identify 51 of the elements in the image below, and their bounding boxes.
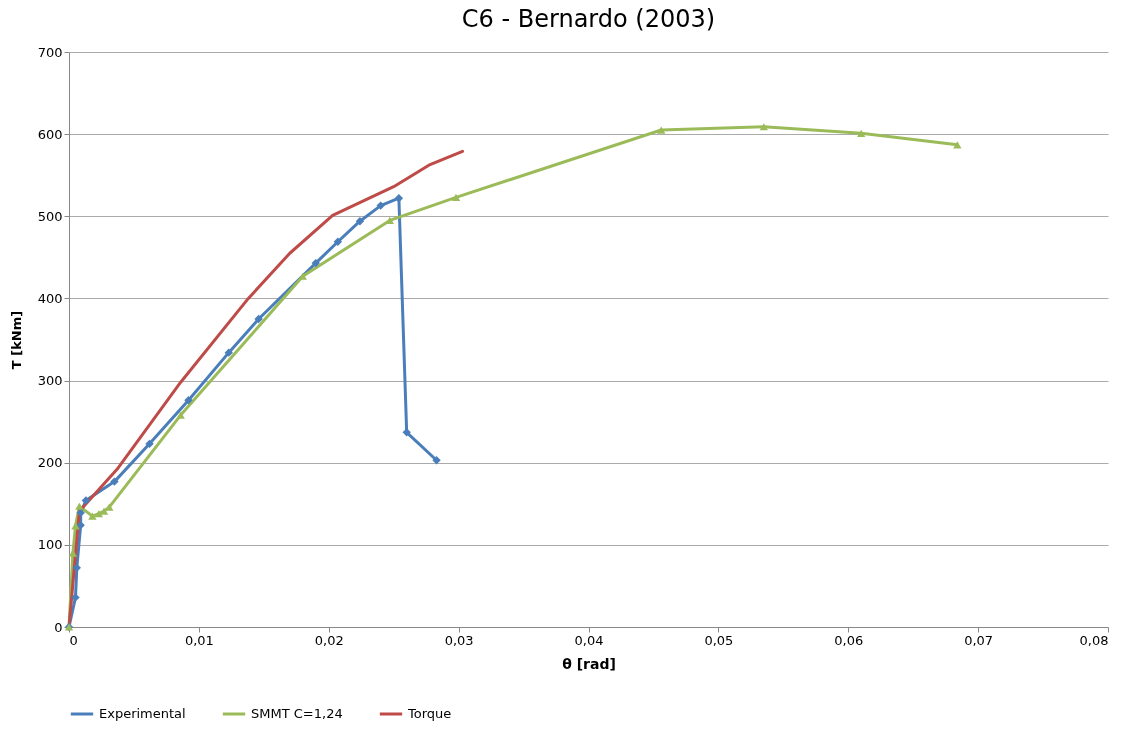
x-tick-label: 0,08 bbox=[1079, 632, 1109, 648]
point bbox=[311, 258, 320, 268]
point bbox=[657, 126, 666, 134]
y-tick-label: 600 bbox=[37, 126, 63, 142]
point bbox=[75, 502, 84, 510]
point bbox=[857, 129, 866, 137]
point bbox=[76, 520, 85, 530]
point bbox=[759, 123, 769, 131]
chart-title: C6 - Bernardo (2003) bbox=[461, 5, 716, 33]
point bbox=[184, 396, 193, 405]
y-tick-label: 200 bbox=[37, 455, 63, 471]
point bbox=[145, 439, 154, 448]
legend-label: SMMT C=1,24 bbox=[251, 706, 343, 721]
point bbox=[355, 217, 365, 226]
x-tick-label: 0 bbox=[69, 632, 78, 648]
point bbox=[451, 193, 461, 202]
x-tick-label: 0,01 bbox=[184, 632, 214, 648]
point bbox=[402, 428, 411, 437]
y-axis-title: T [kNm] bbox=[8, 310, 24, 370]
y-tick-label: 0 bbox=[54, 619, 63, 635]
point bbox=[88, 512, 97, 520]
point bbox=[432, 456, 441, 465]
point bbox=[81, 496, 91, 505]
x-tick-label: 0,02 bbox=[314, 632, 344, 648]
point bbox=[176, 411, 185, 419]
point bbox=[254, 314, 263, 324]
y-tick-label: 300 bbox=[37, 373, 63, 389]
point bbox=[71, 593, 80, 602]
point bbox=[298, 272, 307, 280]
point bbox=[376, 201, 385, 210]
x-tick-label: 0,07 bbox=[964, 632, 994, 648]
legend-label: Torque bbox=[407, 706, 452, 721]
point bbox=[224, 348, 233, 357]
point bbox=[105, 503, 114, 511]
point bbox=[110, 477, 119, 486]
point bbox=[333, 237, 343, 246]
x-tick-label: 0,03 bbox=[444, 632, 474, 648]
x-axis-title: θ [rad] bbox=[562, 655, 616, 672]
point bbox=[76, 508, 85, 517]
point bbox=[394, 194, 404, 203]
y-tick-label: 500 bbox=[37, 208, 63, 224]
point bbox=[94, 510, 104, 518]
point bbox=[71, 522, 80, 530]
legend-label: Experimental bbox=[99, 706, 186, 721]
point bbox=[953, 141, 962, 149]
x-tick-label: 0,06 bbox=[834, 632, 864, 648]
y-tick-label: 700 bbox=[37, 44, 63, 60]
x-tick-label: 0,05 bbox=[704, 632, 734, 648]
y-tick-label: 100 bbox=[37, 537, 63, 553]
x-tick-label: 0,04 bbox=[574, 632, 604, 648]
y-tick-label: 400 bbox=[37, 290, 63, 306]
